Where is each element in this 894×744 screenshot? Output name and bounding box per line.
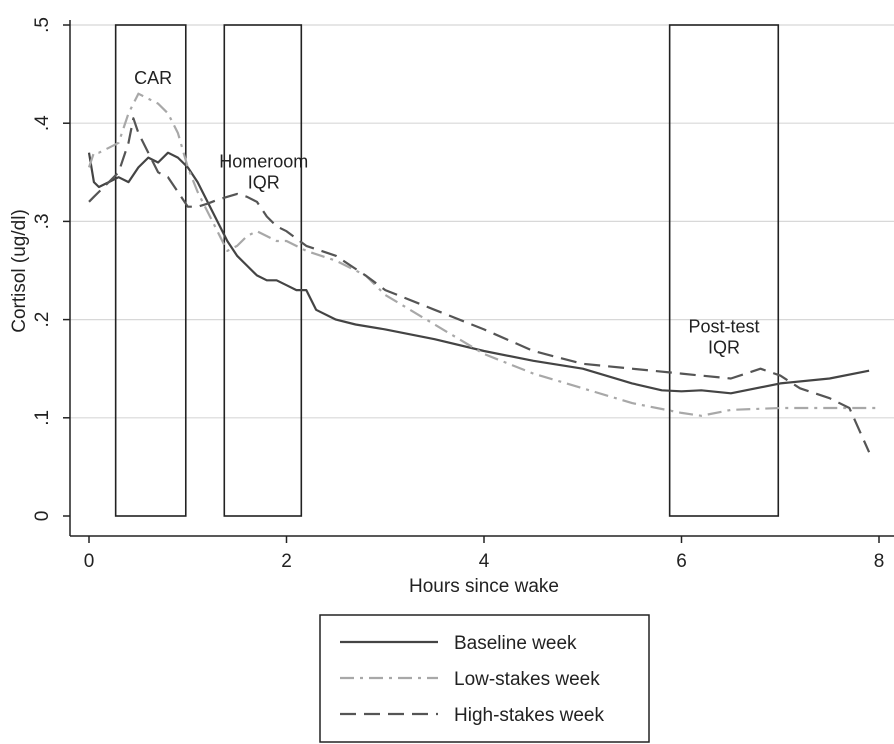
window-label-0-0: CAR <box>134 68 172 88</box>
y-axis-label: Cortisol (ug/dl) <box>9 209 30 333</box>
axes-layer: 0 .1 .2 .3 .4 .5 0 2 4 6 8 <box>32 17 894 572</box>
window-layer <box>114 24 780 517</box>
y-tick-label-5: .5 <box>32 17 53 33</box>
x-tick-label-4: 8 <box>874 551 885 572</box>
window-label-1-0: Homeroom <box>219 151 308 171</box>
window-box-1 <box>223 24 303 517</box>
x-tick-label-1: 2 <box>281 551 292 572</box>
legend-box <box>319 614 650 743</box>
legend-label-0: Baseline week <box>454 633 577 654</box>
window-label-1-1: IQR <box>248 172 280 192</box>
y-tick-label-2: .2 <box>32 312 53 328</box>
series-layer <box>87 92 879 453</box>
legend-label-1: Low-stakes week <box>454 669 600 690</box>
window-box-0 <box>114 24 187 517</box>
grid-layer <box>70 24 894 419</box>
x-tick-label-2: 4 <box>479 551 490 572</box>
x-tick-label-0: 0 <box>84 551 95 572</box>
y-tick-label-4: .4 <box>32 115 53 131</box>
series-line-2 <box>88 117 871 453</box>
x-axis-label: Hours since wake <box>409 576 559 597</box>
window-label-2-0: Post-test <box>688 316 759 336</box>
series-line-1 <box>87 92 879 417</box>
x-tick-label-3: 6 <box>676 551 687 572</box>
legend-label-2: High-stakes week <box>454 705 604 726</box>
legend-items: Baseline week Low-stakes week High-stakes … <box>340 633 604 726</box>
y-tick-label-3: .3 <box>32 213 53 229</box>
window-label-2-1: IQR <box>708 337 740 357</box>
series-line-0 <box>87 151 870 395</box>
y-tick-label-0: 0 <box>32 511 53 522</box>
legend: Baseline week Low-stakes week High-stakes … <box>319 614 650 743</box>
window-box-2 <box>668 24 780 517</box>
y-tick-label-1: .1 <box>32 410 53 426</box>
